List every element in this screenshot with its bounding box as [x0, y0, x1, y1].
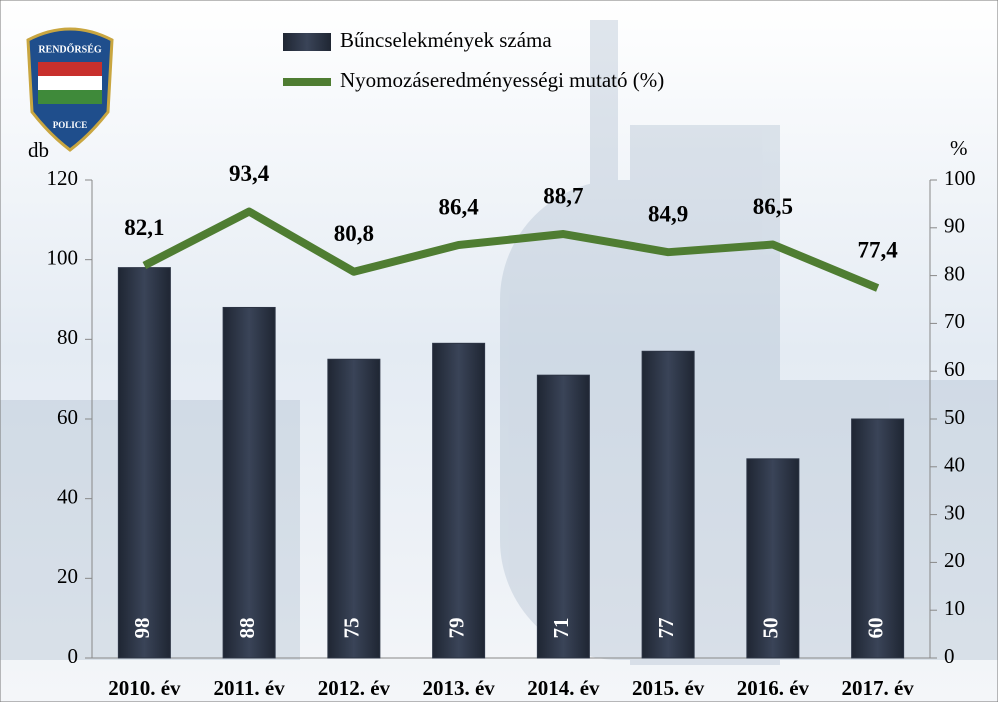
- bar: [327, 358, 381, 659]
- y2-tick-label: 60: [944, 357, 965, 381]
- line-value-label: 86,5: [753, 194, 793, 219]
- logo: RENDŐRSÉG POLICE: [26, 27, 114, 152]
- y-tick-label: 120: [47, 166, 79, 190]
- bar-value-label: 50: [759, 618, 783, 639]
- bar-value-label: 60: [863, 618, 887, 639]
- legend-label: Bűncselekmények száma: [340, 28, 552, 52]
- x-tick-label: 2017. év: [841, 676, 914, 700]
- bar: [851, 418, 905, 659]
- y-tick-label: 40: [57, 484, 78, 508]
- x-tick-label: 2011. év: [214, 676, 286, 700]
- y2-axis-label: %: [950, 136, 968, 160]
- bar-value-label: 88: [235, 618, 259, 639]
- y2-tick-label: 50: [944, 405, 965, 429]
- x-tick-label: 2014. év: [527, 676, 600, 700]
- bar: [536, 374, 590, 659]
- bar: [641, 350, 695, 659]
- y2-tick-label: 0: [944, 644, 955, 668]
- bar-value-label: 77: [654, 618, 678, 639]
- y2-tick-label: 90: [944, 214, 965, 238]
- bar-value-label: 75: [340, 618, 364, 639]
- logo-bottom: POLICE: [53, 120, 88, 130]
- line-value-label: 84,9: [648, 201, 688, 226]
- y2-tick-label: 70: [944, 309, 965, 333]
- bar: [746, 458, 800, 659]
- bar-value-label: 79: [444, 618, 468, 639]
- line-value-label: 77,4: [858, 237, 899, 262]
- legend-swatch: [283, 33, 331, 51]
- logo-top: RENDŐRSÉG: [38, 43, 102, 55]
- x-tick-label: 2010. év: [108, 676, 181, 700]
- bar: [222, 306, 276, 659]
- y-tick-label: 0: [68, 644, 79, 668]
- legend-label: Nyomozáseredményességi mutató (%): [340, 68, 664, 92]
- bar-value-label: 71: [549, 618, 573, 639]
- line-value-label: 80,8: [334, 221, 374, 246]
- bar-value-label: 98: [130, 618, 154, 639]
- line-value-label: 82,1: [124, 215, 164, 240]
- y-axis-label: db: [28, 138, 49, 162]
- line-value-label: 86,4: [439, 194, 480, 219]
- y2-tick-label: 20: [944, 548, 965, 572]
- y2-tick-label: 40: [944, 453, 965, 477]
- line-value-label: 88,7: [543, 183, 583, 208]
- line-series: [142, 207, 880, 292]
- y2-tick-label: 100: [944, 166, 976, 190]
- y-tick-label: 100: [47, 245, 79, 269]
- bar: [432, 342, 486, 659]
- y2-tick-label: 80: [944, 261, 965, 285]
- x-tick-label: 2016. év: [737, 676, 810, 700]
- y-tick-label: 80: [57, 325, 78, 349]
- y2-tick-label: 30: [944, 500, 965, 524]
- line-value-label: 93,4: [229, 161, 270, 186]
- y-tick-label: 20: [57, 564, 78, 588]
- x-tick-label: 2015. év: [632, 676, 705, 700]
- bar: [117, 267, 171, 659]
- y2-tick-label: 10: [944, 596, 965, 620]
- x-tick-label: 2013. év: [422, 676, 495, 700]
- y-tick-label: 60: [57, 405, 78, 429]
- x-tick-label: 2012. év: [318, 676, 391, 700]
